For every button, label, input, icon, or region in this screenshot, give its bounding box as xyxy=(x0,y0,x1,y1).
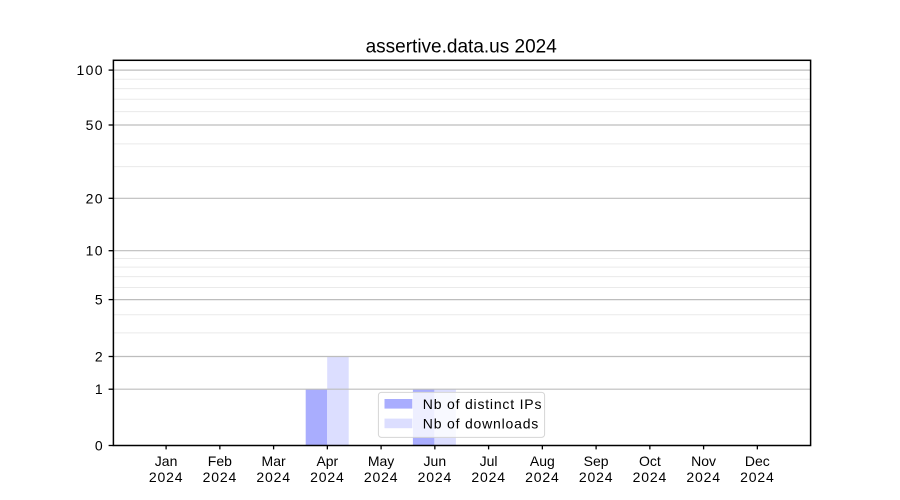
svg-text:2024: 2024 xyxy=(418,469,453,485)
svg-text:Nb of downloads: Nb of downloads xyxy=(423,416,539,432)
svg-text:Nb of distinct IPs: Nb of distinct IPs xyxy=(423,396,542,412)
svg-text:Sep: Sep xyxy=(584,453,609,469)
svg-text:Nov: Nov xyxy=(691,453,716,469)
svg-text:2: 2 xyxy=(95,349,104,365)
svg-text:1: 1 xyxy=(95,381,104,397)
svg-text:2024: 2024 xyxy=(256,469,291,485)
svg-text:Aug: Aug xyxy=(530,453,555,469)
svg-text:2024: 2024 xyxy=(310,469,345,485)
svg-text:2024: 2024 xyxy=(525,469,560,485)
svg-text:Dec: Dec xyxy=(745,453,770,469)
svg-text:Mar: Mar xyxy=(262,453,286,469)
svg-text:2024: 2024 xyxy=(149,469,184,485)
svg-text:Apr: Apr xyxy=(316,453,338,469)
svg-text:2024: 2024 xyxy=(203,469,238,485)
svg-text:2024: 2024 xyxy=(633,469,668,485)
svg-text:5: 5 xyxy=(95,292,104,308)
svg-text:2024: 2024 xyxy=(471,469,506,485)
svg-text:20: 20 xyxy=(86,190,104,206)
svg-text:2024: 2024 xyxy=(579,469,614,485)
svg-text:Jul: Jul xyxy=(480,453,498,469)
svg-text:100: 100 xyxy=(76,62,104,78)
svg-text:10: 10 xyxy=(86,243,104,259)
svg-text:2024: 2024 xyxy=(740,469,775,485)
svg-text:assertive.data.us 2024: assertive.data.us 2024 xyxy=(366,36,558,57)
svg-text:2024: 2024 xyxy=(686,469,721,485)
svg-text:Jan: Jan xyxy=(155,453,178,469)
svg-text:0: 0 xyxy=(95,438,104,454)
svg-text:Oct: Oct xyxy=(639,453,661,469)
svg-text:May: May xyxy=(368,453,394,469)
svg-text:Feb: Feb xyxy=(208,453,232,469)
svg-text:50: 50 xyxy=(86,117,104,133)
svg-text:Jun: Jun xyxy=(424,453,447,469)
svg-text:2024: 2024 xyxy=(364,469,399,485)
